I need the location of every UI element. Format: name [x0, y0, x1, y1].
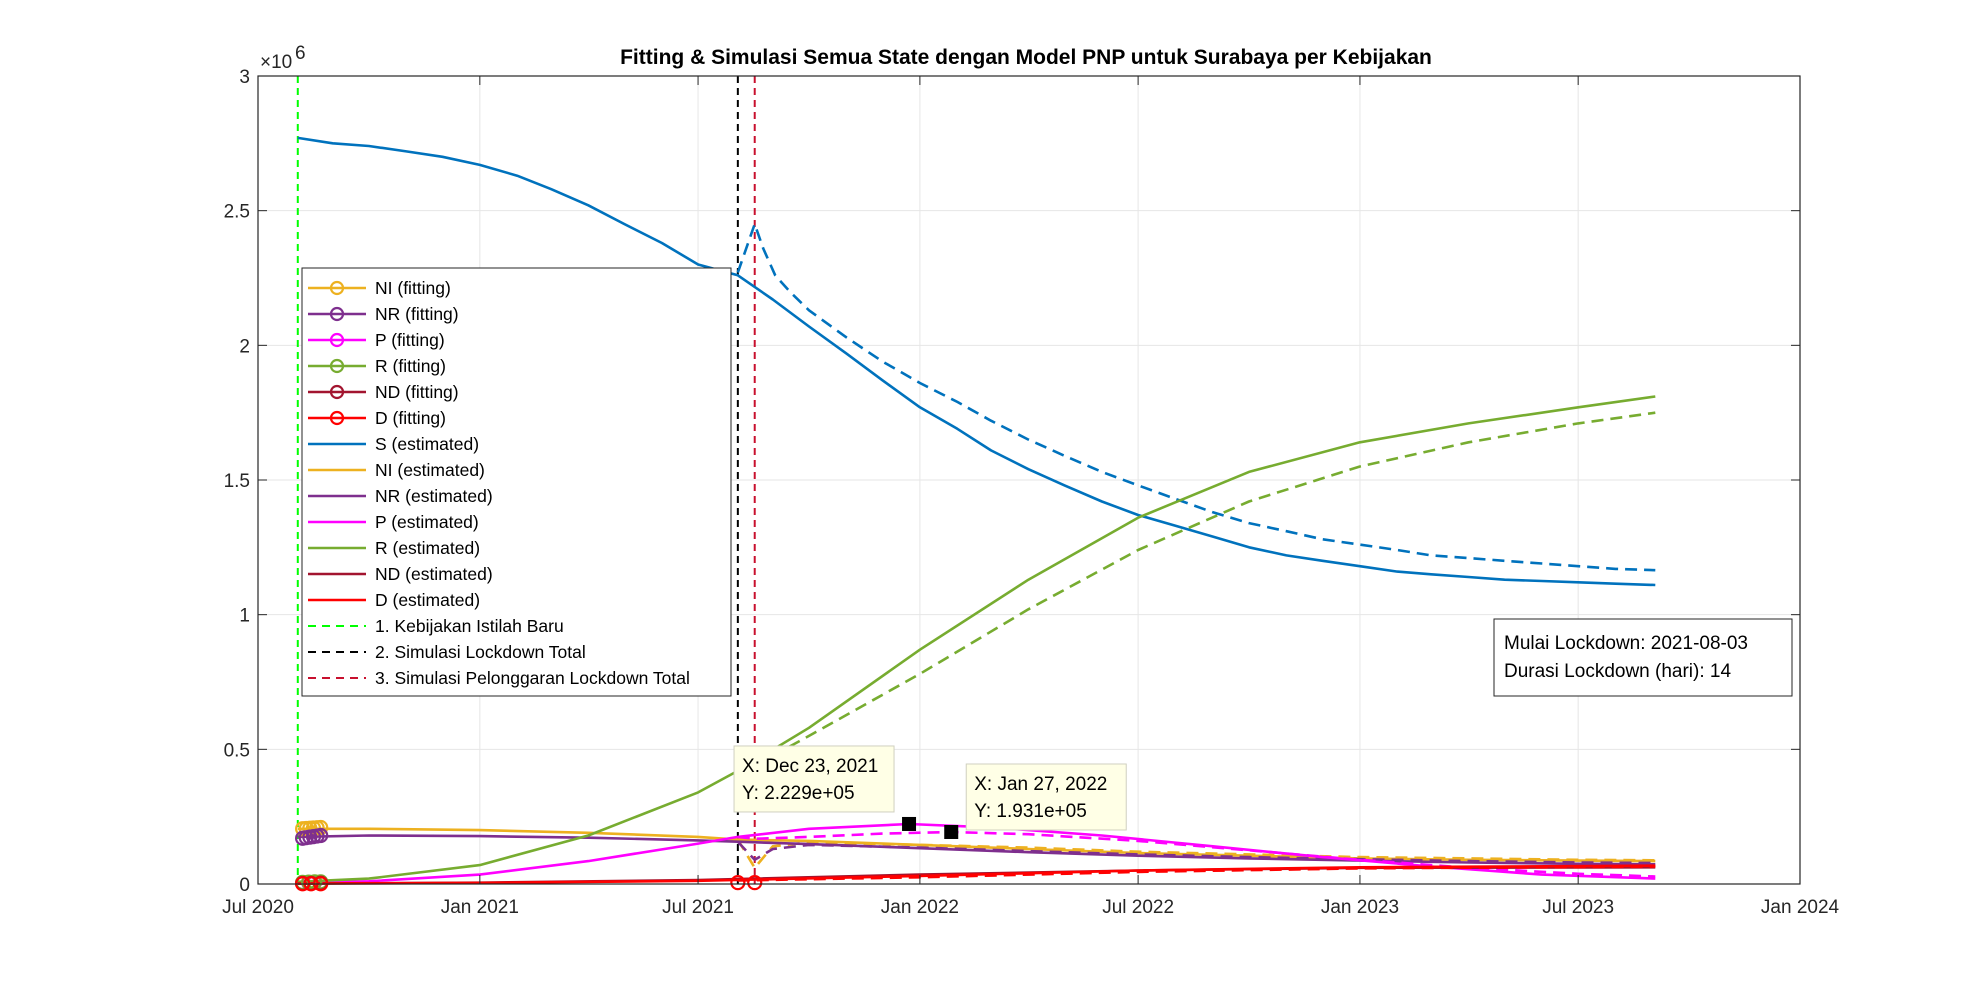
legend-label-d-fitting: D (fitting)	[375, 408, 446, 428]
y-exponent-base: ×10	[260, 52, 292, 73]
legend-marker-r-fitting	[329, 358, 345, 374]
annotation-line: Durasi Lockdown (hari): 14	[1504, 661, 1731, 682]
marker-d-fitting	[747, 875, 763, 891]
legend-label-ni-estimated: NI (estimated)	[375, 460, 485, 480]
marker-ni-fitting	[313, 819, 329, 836]
legend-label-p-fitting: P (fitting)	[375, 330, 445, 350]
legend-marker-d-fitting	[329, 410, 345, 426]
y-tick-label: 2	[239, 336, 250, 357]
legend-label-r-fitting: R (fitting)	[375, 356, 446, 376]
legend-marker-nr-fitting	[329, 306, 345, 322]
legend-label-nr-estimated: NR (estimated)	[375, 486, 493, 506]
annotation-box	[1493, 618, 1793, 697]
x-tick-label: Jul 2022	[1102, 897, 1174, 918]
series-s-estimated	[297, 136, 1656, 587]
legend-marker-ni-fitting	[329, 280, 345, 296]
x-tick-label: Jan 2024	[1761, 897, 1840, 918]
series-r-estimated	[297, 395, 1656, 884]
legend-label-nd-estimated: ND (estimated)	[375, 564, 493, 584]
series-nr-simulasi	[736, 840, 1656, 865]
datatip-x-text: X: Dec 23, 2021	[742, 756, 878, 777]
series-group	[297, 136, 1656, 885]
datatip-x-text: X: Jan 27, 2022	[974, 774, 1107, 795]
axes-frame	[257, 75, 1801, 885]
y-exponent-power: 6	[295, 43, 306, 64]
datatip-y-text: Y: 2.229e+05	[742, 783, 855, 804]
marker-d-fitting	[730, 875, 746, 891]
x-tick-label: Jan 2023	[1321, 897, 1399, 918]
x-tick-label: Jul 2021	[662, 897, 734, 918]
axes-box	[257, 75, 1801, 885]
x-tick-label: Jan 2021	[441, 897, 519, 918]
legend-label-nr-fitting: NR (fitting)	[375, 304, 459, 324]
y-tick-label: 1	[239, 606, 250, 627]
series-d-simulasi	[737, 865, 1656, 882]
fitting-markers	[295, 819, 763, 892]
annotation-line: Mulai Lockdown: 2021-08-03	[1504, 633, 1748, 654]
datatip-marker	[902, 816, 917, 831]
legend-marker-nd-fitting	[329, 384, 345, 400]
datatip-box	[965, 763, 1127, 831]
lockdown-annotation: Mulai Lockdown: 2021-08-03 Durasi Lockdow…	[1493, 618, 1793, 697]
legend-label-s-estimated: S (estimated)	[375, 434, 479, 454]
legend-label-3-simulasi-pelonggaran-lockdown-total: 3. Simulasi Pelonggaran Lockdown Total	[375, 668, 690, 688]
y-exponent-label: ×10 6	[260, 43, 306, 73]
y-tick-label: 0.5	[224, 740, 250, 761]
legend-label-p-estimated: P (estimated)	[375, 512, 479, 532]
legend-label-nd-fitting: ND (fitting)	[375, 382, 459, 402]
x-tick-label: Jan 2022	[881, 897, 959, 918]
legend-label-ni-fitting: NI (fitting)	[375, 278, 451, 298]
axis-ticks: Jul 2020 Jan 2021 Jul 2021 Jan 2022 Jul 2022…	[222, 67, 1839, 918]
y-tick-label: 3	[239, 67, 250, 88]
y-tick-label: 1.5	[224, 471, 250, 492]
legend-box	[301, 267, 732, 697]
y-tick-label: 2.5	[224, 202, 250, 223]
x-tick-label: Jul 2020	[222, 897, 294, 918]
marker-nr-fitting	[313, 827, 329, 844]
legend-label-r-estimated: R (estimated)	[375, 538, 480, 558]
datatip-marker	[944, 824, 959, 839]
legend: NI (fitting) NR (fitting) P (fitting) R (fi…	[301, 267, 732, 697]
y-tick-label: 0	[239, 875, 250, 896]
datatip-y-text: Y: 1.931e+05	[974, 801, 1087, 822]
legend-label-d-estimated: D (estimated)	[375, 590, 480, 610]
x-tick-label: Jul 2023	[1542, 897, 1614, 918]
legend-label-2-simulasi-lockdown-total: 2. Simulasi Lockdown Total	[375, 642, 586, 662]
datatip-box	[733, 745, 895, 813]
legend-label-1-kebijakan-istilah-baru: 1. Kebijakan Istilah Baru	[375, 616, 564, 636]
datatips: X: Dec 23, 2021 Y: 2.229e+05 X: Jan 27, 20…	[733, 745, 1127, 839]
chart-title: Fitting & Simulasi Semua State dengan Mo…	[620, 46, 1432, 69]
series-s-simulasi	[736, 222, 1656, 572]
series-ni-simulasi	[736, 838, 1656, 870]
legend-marker-p-fitting	[329, 332, 345, 348]
